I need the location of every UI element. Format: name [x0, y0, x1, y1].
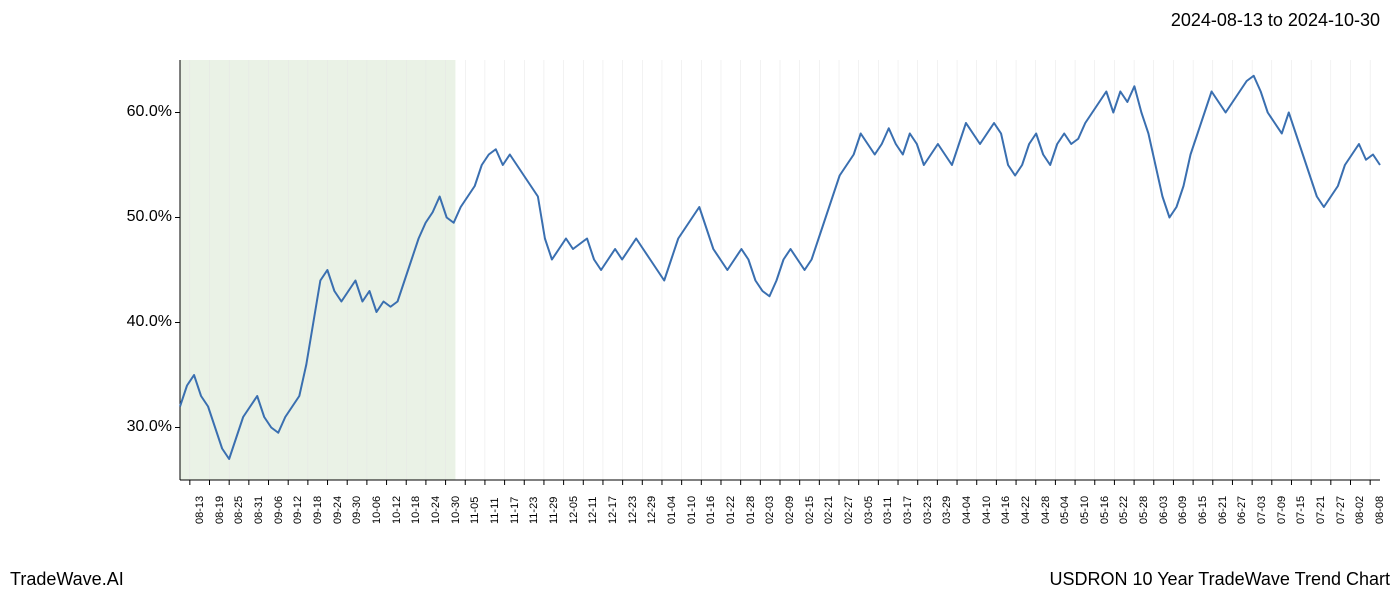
x-axis-label: 04-10 [981, 496, 993, 524]
x-axis-label: 11-29 [548, 497, 560, 524]
x-axis-label: 12-29 [646, 496, 658, 524]
x-axis-label: 12-17 [607, 496, 619, 524]
x-axis-label: 07-21 [1315, 496, 1327, 524]
x-axis-label: 10-24 [430, 496, 442, 524]
x-axis-label: 01-10 [686, 496, 698, 524]
y-axis-label: 60.0% [120, 103, 172, 121]
x-axis-label: 03-23 [922, 496, 934, 524]
x-axis-label: 11-05 [469, 497, 481, 524]
x-axis-label: 01-16 [705, 496, 717, 524]
x-axis-label: 07-03 [1256, 496, 1268, 524]
x-axis-label: 05-28 [1138, 496, 1150, 524]
chart-svg [60, 50, 1390, 510]
trend-chart [60, 50, 1390, 510]
x-axis-label: 03-29 [941, 496, 953, 524]
x-axis-label: 08-02 [1354, 496, 1366, 524]
x-axis-label: 09-30 [351, 496, 363, 524]
x-axis-label: 08-19 [214, 496, 226, 524]
x-axis-label: 07-09 [1276, 496, 1288, 524]
x-axis-label: 06-09 [1177, 496, 1189, 524]
x-axis-label: 02-27 [843, 496, 855, 524]
x-axis-label: 02-03 [764, 496, 776, 524]
x-axis-label: 06-03 [1158, 496, 1170, 524]
x-axis-label: 10-30 [450, 496, 462, 524]
footer-chart-title: USDRON 10 Year TradeWave Trend Chart [1050, 569, 1391, 590]
x-axis-label: 02-21 [823, 496, 835, 524]
date-range-header: 2024-08-13 to 2024-10-30 [1171, 10, 1380, 31]
x-axis-label: 04-16 [1000, 496, 1012, 524]
footer-brand: TradeWave.AI [10, 569, 124, 590]
x-axis-label: 10-06 [371, 496, 383, 524]
x-axis-label: 06-27 [1236, 496, 1248, 524]
x-axis-label: 08-31 [253, 496, 265, 524]
x-axis-label: 10-18 [410, 496, 422, 524]
x-axis-label: 05-10 [1079, 496, 1091, 524]
y-axis-label: 30.0% [120, 418, 172, 436]
x-axis-label: 05-04 [1059, 496, 1071, 524]
x-axis-label: 01-04 [666, 496, 678, 524]
x-axis-label: 01-28 [745, 496, 757, 524]
highlight-region [180, 60, 455, 480]
x-axis-label: 02-09 [784, 496, 796, 524]
x-axis-label: 11-17 [509, 497, 521, 524]
x-axis-label: 08-25 [233, 496, 245, 524]
x-axis-label: 03-11 [882, 497, 894, 524]
x-axis-label: 02-15 [804, 496, 816, 524]
x-axis-label: 04-28 [1040, 496, 1052, 524]
x-axis-label: 11-23 [528, 497, 540, 524]
x-axis-label: 06-21 [1217, 496, 1229, 524]
x-axis-label: 01-22 [725, 496, 737, 524]
x-axis-label: 12-23 [627, 496, 639, 524]
x-axis-label: 04-04 [961, 496, 973, 524]
x-axis-label: 12-05 [568, 496, 580, 524]
x-axis-label: 09-18 [312, 496, 324, 524]
x-axis-label: 11-11 [489, 497, 501, 524]
x-axis-label: 07-15 [1295, 496, 1307, 524]
x-axis-label: 09-24 [332, 496, 344, 524]
x-axis-label: 08-13 [194, 496, 206, 524]
y-axis-label: 50.0% [120, 208, 172, 226]
y-axis-label: 40.0% [120, 313, 172, 331]
x-axis-label: 09-06 [273, 496, 285, 524]
x-axis-label: 03-17 [902, 496, 914, 524]
x-axis-label: 05-22 [1118, 496, 1130, 524]
x-axis-label: 06-15 [1197, 496, 1209, 524]
x-axis-label: 09-12 [292, 496, 304, 524]
x-axis-label: 05-16 [1099, 496, 1111, 524]
x-axis-label: 03-05 [863, 496, 875, 524]
x-axis-label: 08-08 [1374, 496, 1386, 524]
x-axis-label: 07-27 [1335, 496, 1347, 524]
x-axis-label: 12-11 [587, 497, 599, 524]
x-axis-label: 04-22 [1020, 496, 1032, 524]
x-axis-label: 10-12 [391, 496, 403, 524]
